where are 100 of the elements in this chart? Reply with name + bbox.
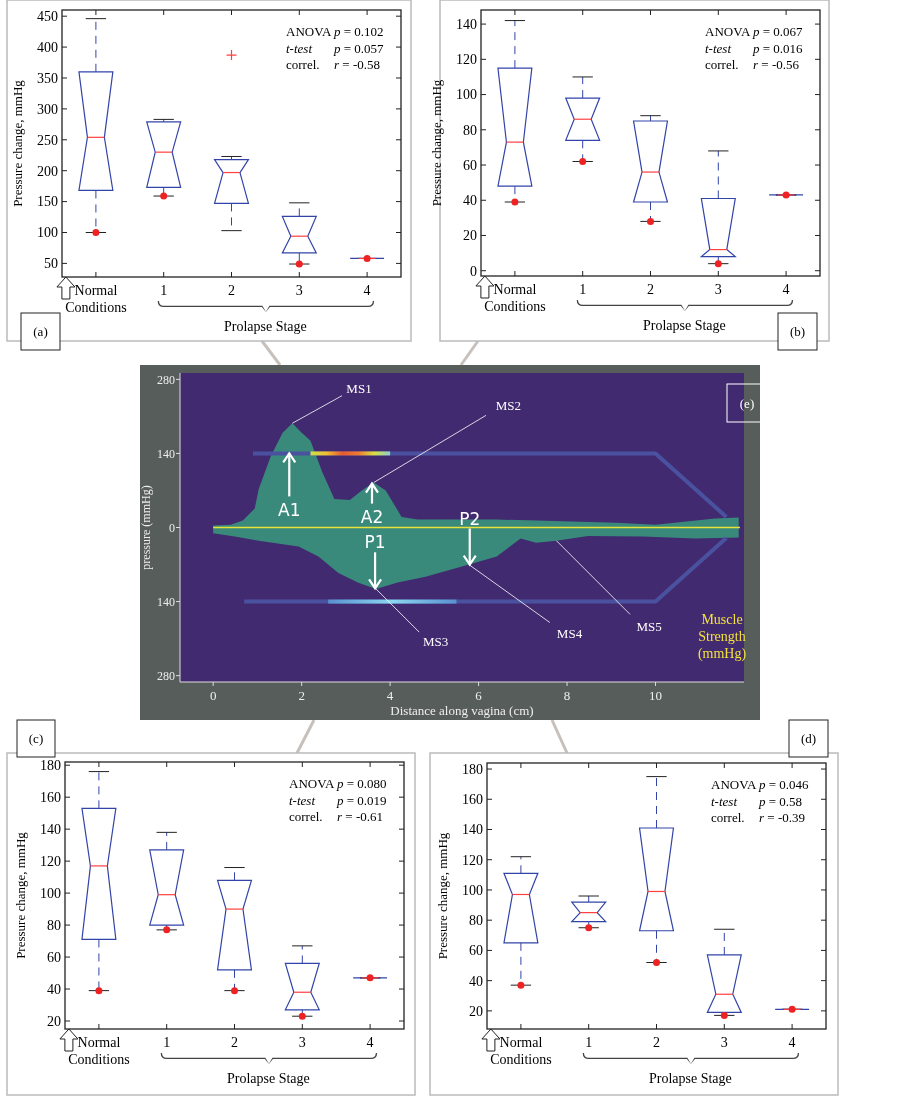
annotation: ANOVA p = 0.046 — [711, 777, 810, 792]
x-tick-label: 1 — [585, 1035, 593, 1050]
y-tick-label: 350 — [37, 70, 58, 86]
y-tick-label: 120 — [456, 52, 477, 68]
x-tick-label: 3 — [714, 282, 722, 297]
annotation: MS4 — [556, 625, 583, 641]
text: (a) — [33, 324, 48, 340]
x-tick-label: 8 — [563, 688, 571, 703]
y-tick-label: 160 — [40, 790, 61, 806]
y-tick-label: 100 — [462, 882, 483, 898]
y-axis-title: Pressure change, mmHg — [10, 79, 25, 207]
text: Prolapse Stage — [648, 1071, 732, 1086]
y-tick-label: 400 — [37, 39, 58, 55]
annotation: correl. r = -0.56 — [705, 57, 800, 72]
y-tick-label: 140 — [462, 822, 483, 838]
text: Prolapse Stage — [223, 319, 307, 334]
text: t-test p = 0.58 — [711, 793, 803, 809]
annotation: P2 — [459, 508, 481, 529]
x-tick-label: 2 — [647, 282, 654, 297]
text: t-test p = 0.057 — [286, 40, 384, 56]
annotation: ANOVA p = 0.067 — [705, 24, 804, 39]
y-tick-label: 120 — [40, 854, 61, 870]
text: t-test p = 0.019 — [289, 792, 387, 808]
point — [579, 158, 587, 165]
y-tick-label: 100 — [40, 886, 61, 901]
text: Prolapse Stage — [642, 318, 726, 333]
text: (b) — [789, 324, 806, 340]
point — [95, 987, 103, 995]
x-tick-label: 4 — [788, 1035, 796, 1050]
x-tick-label: 4 — [363, 283, 371, 298]
x-tick-label: 1 — [163, 1035, 171, 1050]
text: t-test p = 0.016 — [705, 40, 803, 56]
y-tick-label: 20 — [469, 1003, 483, 1019]
x-tick-label: 3 — [298, 1035, 306, 1050]
x-tick-label: 1 — [160, 283, 168, 298]
annotation: MS5 — [636, 619, 662, 635]
x-tick-label: 4 — [386, 688, 394, 703]
x-tick-label: 4 — [366, 1035, 374, 1050]
y-tick-label: 40 — [469, 973, 483, 989]
x-tick-label: Normal Conditions — [490, 1035, 552, 1067]
y-tick-label: 200 — [37, 163, 58, 179]
y-tick-label: 140 — [157, 594, 175, 609]
x-tick-label: 2 — [228, 283, 235, 298]
y-tick-label: 100 — [37, 225, 58, 241]
point — [511, 198, 519, 206]
y-tick-label: 150 — [37, 194, 58, 210]
x-tick-label: 2 — [298, 688, 305, 703]
annotation: (e) — [739, 395, 755, 411]
text: (c) — [28, 731, 44, 747]
y-tick-label: 180 — [462, 761, 483, 777]
y-axis-title: pressure (mmHg) — [139, 485, 153, 570]
y-tick-label: 140 — [456, 16, 477, 32]
y-tick-label: 100 — [456, 87, 477, 103]
point — [517, 981, 525, 989]
y-tick-label: 140 — [40, 822, 61, 838]
y-tick-label: 160 — [462, 792, 483, 808]
y-tick-label: 0 — [470, 263, 477, 279]
y-tick-label: 120 — [462, 852, 483, 868]
text: (d) — [800, 731, 817, 747]
y-tick-label: 450 — [37, 9, 58, 25]
point — [231, 987, 238, 995]
y-tick-label: 40 — [47, 981, 61, 997]
y-tick-label: 180 — [40, 758, 61, 774]
point — [647, 217, 654, 225]
annotation: correl. r = -0.61 — [289, 809, 383, 824]
y-tick-label: 50 — [44, 256, 58, 272]
y-axis-title: Pressure change, mmHg — [429, 79, 444, 207]
x-tick-label: 10 — [649, 688, 663, 703]
y-tick-label: 80 — [47, 917, 61, 933]
annotation: P1 — [364, 532, 386, 553]
y-tick-label: 60 — [463, 157, 477, 173]
annotation: A2 — [360, 506, 384, 527]
y-tick-label: 300 — [37, 101, 58, 117]
y-tick-label: 250 — [37, 132, 58, 148]
y-axis-title: Pressure change, mmHg — [435, 832, 450, 960]
y-tick-label: 280 — [157, 668, 175, 683]
x-tick-label: 1 — [579, 282, 587, 297]
x-tick-label: 3 — [720, 1035, 728, 1050]
y-tick-label: 40 — [463, 193, 477, 209]
y-tick-label: 280 — [157, 372, 175, 387]
annotation: correl. r = -0.39 — [711, 810, 805, 825]
y-tick-label: 80 — [469, 913, 483, 929]
annotation: MS3 — [422, 634, 449, 650]
x-tick-label: 3 — [295, 283, 303, 298]
annotation: A1 — [278, 499, 301, 520]
annotation: correl. r = -0.58 — [286, 57, 380, 72]
annotation: Muscle Strength (mmHg) — [697, 612, 747, 662]
y-tick-label: 80 — [463, 122, 477, 138]
annotation: ANOVA p = 0.080 — [289, 776, 387, 791]
x-tick-label: 0 — [209, 688, 217, 703]
y-tick-label: 140 — [157, 446, 175, 461]
x-axis-title: Distance along vagina (cm) — [390, 703, 534, 718]
annotation: MS1 — [346, 381, 372, 397]
annotation: ANOVA p = 0.102 — [286, 24, 384, 39]
y-axis-title: Pressure change, mmHg — [13, 831, 28, 959]
y-tick-label: 0 — [169, 520, 175, 535]
x-tick-label: Normal Conditions — [65, 283, 127, 315]
x-tick-label: Normal Conditions — [68, 1035, 130, 1067]
y-tick-label: 60 — [47, 949, 61, 965]
y-tick-label: 20 — [463, 228, 477, 244]
